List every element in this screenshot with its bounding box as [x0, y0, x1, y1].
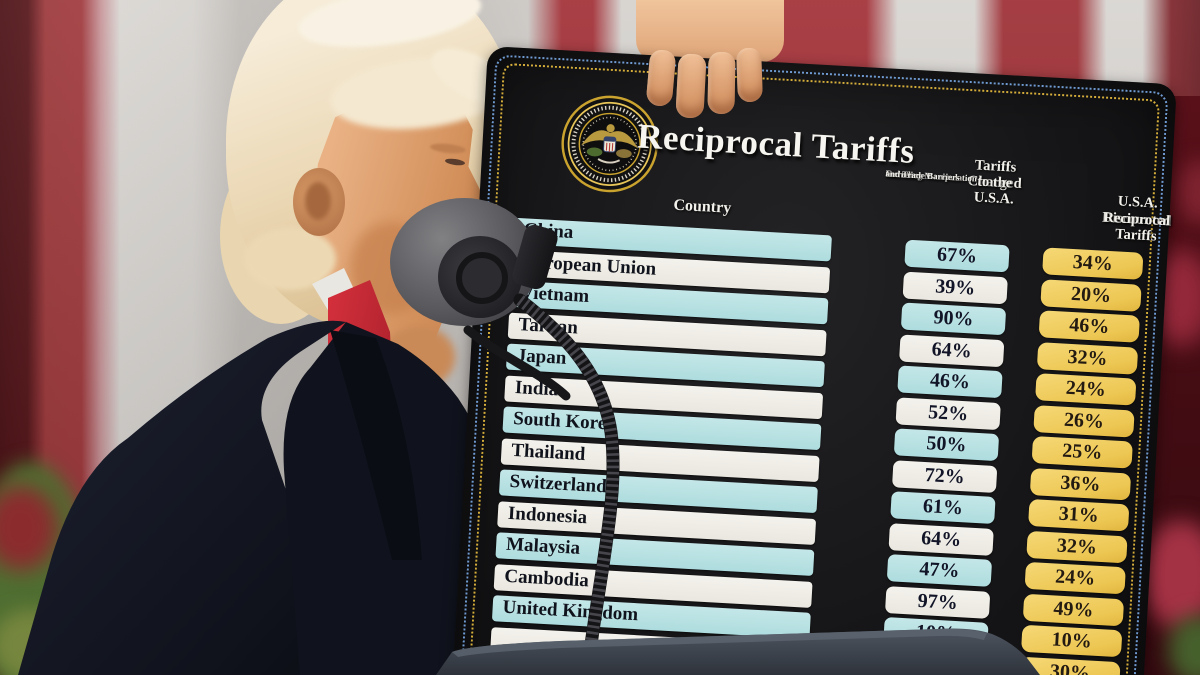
suit-jacket: [18, 320, 346, 675]
hair-wisp: [244, 228, 336, 290]
ear-detail: [305, 182, 331, 220]
blurred-flower: [1142, 520, 1200, 630]
flower-bottom-left: [0, 486, 58, 570]
tariff-board: Reciprocal Tariffs Country Tariffs Charg…: [448, 46, 1177, 675]
blurred-flower: [1178, 160, 1200, 224]
suit-lapel: [330, 330, 422, 560]
microphone-capsule: [456, 252, 508, 304]
presidential-seal-icon: [561, 95, 658, 193]
